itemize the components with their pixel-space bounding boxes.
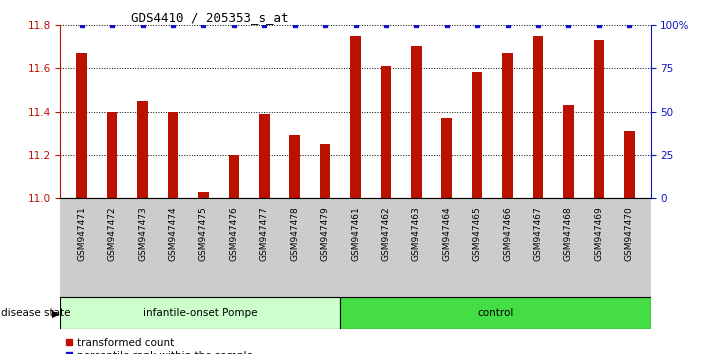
Text: GSM947473: GSM947473 [138,206,147,261]
Text: GSM947469: GSM947469 [594,206,604,261]
Text: GSM947479: GSM947479 [321,206,330,261]
Legend: transformed count, percentile rank within the sample: transformed count, percentile rank withi… [65,338,253,354]
Text: GSM947466: GSM947466 [503,206,512,261]
Bar [320,144,331,198]
Bar [563,105,574,198]
Bar [502,53,513,198]
Bar [137,101,148,198]
Bar [472,73,483,198]
Bar [340,297,651,329]
Text: GSM947462: GSM947462 [381,206,390,261]
Text: GSM947474: GSM947474 [169,206,178,261]
Text: GSM947467: GSM947467 [533,206,542,261]
Text: GSM947464: GSM947464 [442,206,451,261]
Text: GSM947472: GSM947472 [107,206,117,261]
Text: GSM947468: GSM947468 [564,206,573,261]
Text: GSM947476: GSM947476 [230,206,238,261]
Bar [380,66,391,198]
Bar [533,36,543,198]
Bar [259,114,269,198]
Text: GSM947477: GSM947477 [260,206,269,261]
Text: GSM947471: GSM947471 [77,206,86,261]
Text: ▶: ▶ [52,308,60,318]
Bar [107,112,117,198]
Bar [594,40,604,198]
Text: GSM947475: GSM947475 [199,206,208,261]
Bar [351,36,360,198]
Bar [411,46,422,198]
Bar [168,112,178,198]
Text: GSM947478: GSM947478 [290,206,299,261]
Text: infantile-onset Pompe: infantile-onset Pompe [143,308,257,318]
Bar [228,155,239,198]
Text: GSM947461: GSM947461 [351,206,360,261]
Text: disease state: disease state [1,308,70,318]
Bar [76,53,87,198]
Bar [60,297,340,329]
Bar [624,131,635,198]
Bar [442,118,452,198]
Text: GSM947470: GSM947470 [625,206,634,261]
Text: control: control [477,308,513,318]
Bar [198,192,209,198]
Bar [289,135,300,198]
Text: GDS4410 / 205353_s_at: GDS4410 / 205353_s_at [132,11,289,24]
Text: GSM947465: GSM947465 [473,206,481,261]
Text: GSM947463: GSM947463 [412,206,421,261]
